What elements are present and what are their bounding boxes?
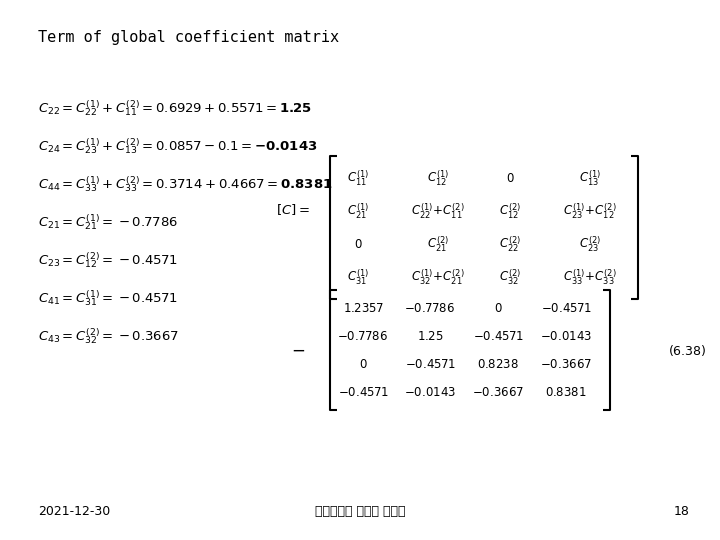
Text: Term of global coefficient matrix: Term of global coefficient matrix [38,30,339,45]
Text: $C_{23}^{(1)}\!+\!C_{12}^{(2)}$: $C_{23}^{(1)}\!+\!C_{12}^{(2)}$ [563,201,617,221]
Text: 18: 18 [674,505,690,518]
Text: $-0.7786$: $-0.7786$ [338,329,389,342]
Text: $C_{21} = C_{21}^{(1)} = -0.7786$: $C_{21} = C_{21}^{(1)} = -0.7786$ [38,212,178,232]
Text: $-0.3667$: $-0.3667$ [540,357,592,370]
Text: $C_{24} = C_{23}^{(1)} + C_{13}^{(2)} = 0.0857 - 0.1 = \mathbf{-0.0143}$: $C_{24} = C_{23}^{(1)} + C_{13}^{(2)} = … [38,136,318,156]
Text: $C_{13}^{(1)}$: $C_{13}^{(1)}$ [579,168,601,188]
Text: $C_{22}^{(1)}\!+\!C_{11}^{(2)}$: $C_{22}^{(1)}\!+\!C_{11}^{(2)}$ [411,201,465,221]
Text: $C_{31}^{(1)}$: $C_{31}^{(1)}$ [347,267,369,287]
Text: $C_{44} = C_{33}^{(1)} + C_{33}^{(2)} = 0.3714 + 0.4667 = \mathbf{0.8381}$: $C_{44} = C_{33}^{(1)} + C_{33}^{(2)} = … [38,174,333,194]
Text: $1.25$: $1.25$ [417,329,444,342]
Text: $0$: $0$ [354,238,362,251]
Text: $-0.4571$: $-0.4571$ [405,357,456,370]
Text: $-0.4571$: $-0.4571$ [541,301,592,314]
Text: $[C] =$: $[C] =$ [276,202,310,218]
Text: $C_{32}^{(1)}\!+\!C_{21}^{(2)}$: $C_{32}^{(1)}\!+\!C_{21}^{(2)}$ [411,267,465,287]
Text: $-0.4571$: $-0.4571$ [338,386,389,399]
Text: $-0.3667$: $-0.3667$ [472,386,524,399]
Text: $C_{22} = C_{22}^{(1)} + C_{11}^{(2)} = 0.6929 + 0.5571 = \mathbf{1.25}$: $C_{22} = C_{22}^{(1)} + C_{11}^{(2)} = … [38,98,312,118]
Text: $C_{33}^{(1)}\!+\!C_{33}^{(2)}$: $C_{33}^{(1)}\!+\!C_{33}^{(2)}$ [563,267,617,287]
Text: $(6.38)$: $(6.38)$ [668,342,706,357]
Text: $C_{12}^{(2)}$: $C_{12}^{(2)}$ [499,201,521,221]
Text: $C_{43} = C_{32}^{(2)} = -0.3667$: $C_{43} = C_{32}^{(2)} = -0.3667$ [38,326,179,346]
Text: $C_{21}^{(2)}$: $C_{21}^{(2)}$ [427,234,449,254]
Text: $-$: $-$ [291,341,305,359]
Text: $0$: $0$ [494,301,503,314]
Text: $C_{11}^{(1)}$: $C_{11}^{(1)}$ [347,168,369,188]
Text: $C_{32}^{(2)}$: $C_{32}^{(2)}$ [499,267,521,287]
Text: $0.8238$: $0.8238$ [477,357,519,370]
Text: $C_{21}^{(1)}$: $C_{21}^{(1)}$ [347,201,369,221]
Text: $C_{22}^{(2)}$: $C_{22}^{(2)}$ [499,234,521,254]
Text: $C_{23} = C_{12}^{(2)} = -0.4571$: $C_{23} = C_{12}^{(2)} = -0.4571$ [38,250,178,270]
Text: $1.2357$: $1.2357$ [343,301,383,314]
Text: $C_{12}^{(1)}$: $C_{12}^{(1)}$ [427,168,449,188]
Text: 2021-12-30: 2021-12-30 [38,505,110,518]
Text: $0.8381$: $0.8381$ [545,386,587,399]
Text: $0$: $0$ [359,357,367,370]
Text: $-0.0143$: $-0.0143$ [540,329,592,342]
Text: $-0.4571$: $-0.4571$ [472,329,523,342]
Text: 서강대학교 전자파 연구실: 서강대학교 전자파 연구실 [315,505,405,518]
Text: $-0.0143$: $-0.0143$ [404,386,456,399]
Text: $C_{41} = C_{31}^{(1)} = -0.4571$: $C_{41} = C_{31}^{(1)} = -0.4571$ [38,288,178,308]
Text: $0$: $0$ [505,172,514,185]
Text: $-0.7786$: $-0.7786$ [405,301,456,314]
Text: $C_{23}^{(2)}$: $C_{23}^{(2)}$ [579,234,601,254]
